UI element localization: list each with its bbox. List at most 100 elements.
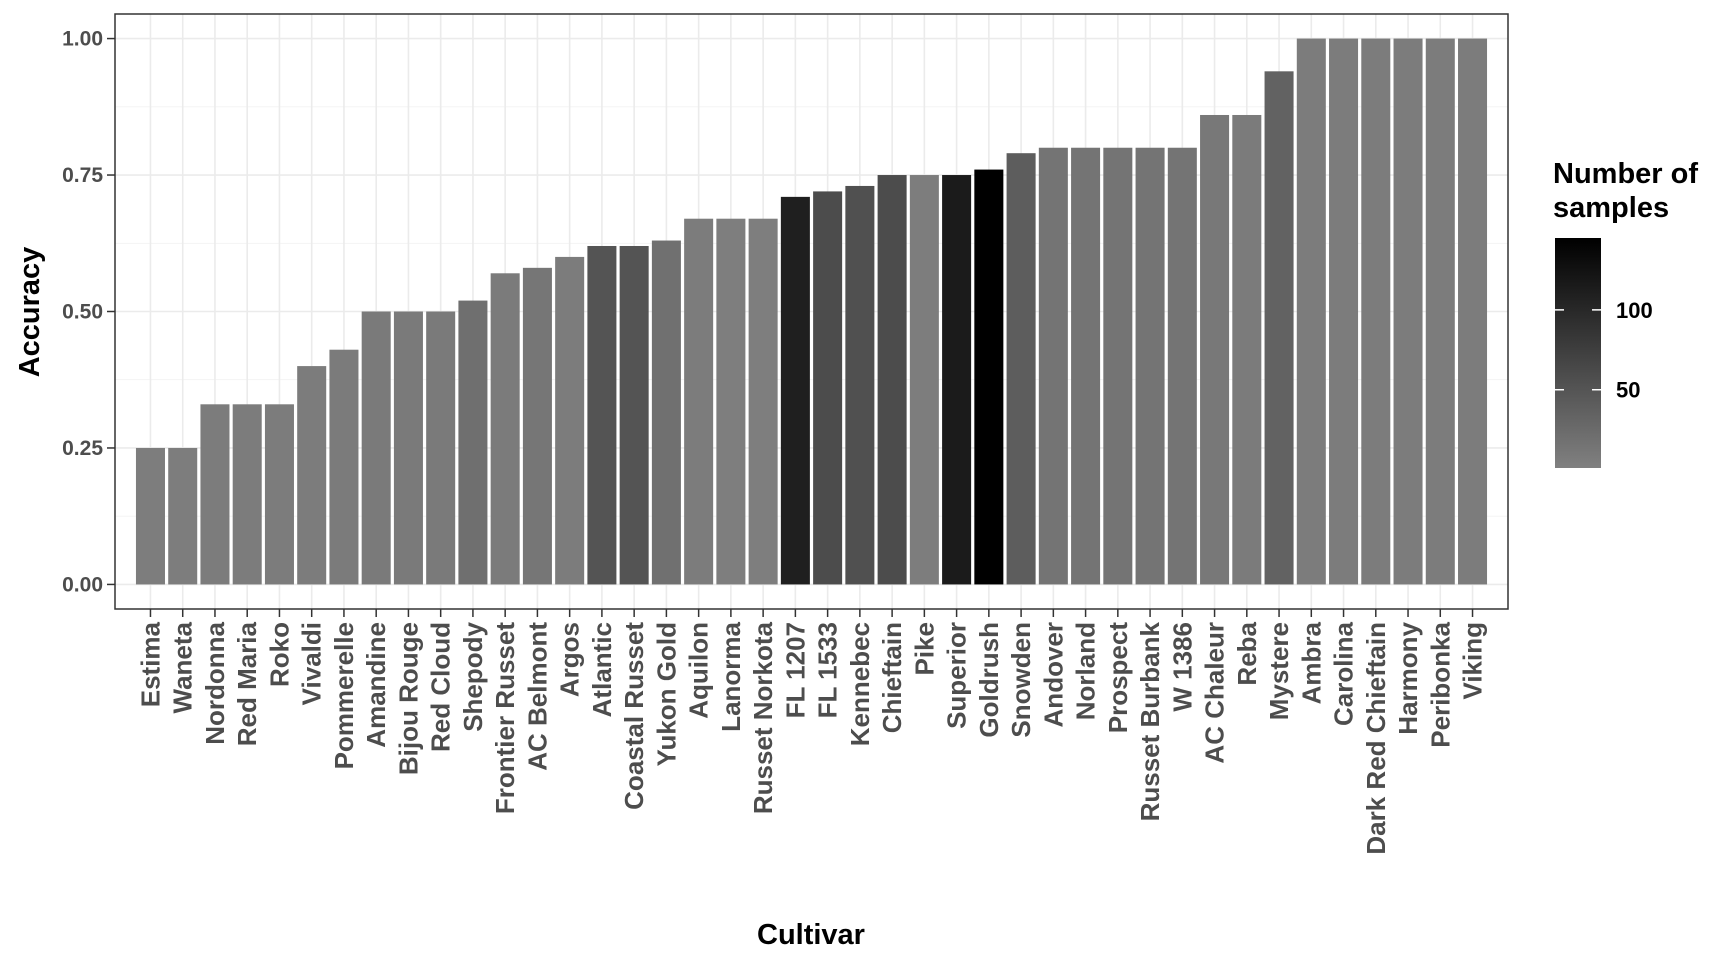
bar-coastal-russet <box>619 245 649 585</box>
x-tick-label: Aquilon <box>684 622 714 719</box>
legend-title-line-2: samples <box>1553 192 1669 224</box>
x-tick-label: Reba <box>1232 621 1262 685</box>
x-tick-label: FL 1207 <box>780 622 810 718</box>
bar-atlantic <box>587 245 617 585</box>
y-tick-label: 0.00 <box>62 573 103 596</box>
bar-amandine <box>361 311 391 585</box>
x-tick-label: Shepody <box>458 621 488 731</box>
bar-reba <box>1232 114 1262 585</box>
x-tick-label: AC Chaleur <box>1200 622 1230 764</box>
bar-russet-norkota <box>748 218 778 585</box>
x-tick-label: Argos <box>555 622 585 697</box>
bar-nordonna <box>200 404 230 585</box>
bar-yukon-gold <box>651 240 681 585</box>
x-tick-label: Yukon Gold <box>651 622 681 766</box>
legend-tick-label: 50 <box>1616 378 1640 403</box>
x-tick-label: Bijou Rouge <box>393 622 423 775</box>
bar-pike <box>909 175 939 585</box>
x-tick-label: Norland <box>1071 622 1101 720</box>
x-tick-label: Frontier Russet <box>490 622 520 814</box>
x-tick-label: AC Belmont <box>522 622 552 771</box>
bar-carolina <box>1329 38 1359 585</box>
x-tick-label: Red Cloud <box>426 622 456 752</box>
bar-red-maria <box>232 404 262 585</box>
bar-harmony <box>1393 38 1423 585</box>
x-tick-label: Lanorma <box>716 621 746 731</box>
y-axis: 0.00 0.25 0.50 0.75 1.00 <box>62 28 115 596</box>
x-tick-label: Coastal Russet <box>619 622 649 810</box>
x-tick-label: Andover <box>1038 622 1068 727</box>
y-tick-label: 0.50 <box>62 301 103 324</box>
bar-pommerelle <box>329 349 359 585</box>
x-tick-label: Nordonna <box>200 621 230 744</box>
x-tick-label: Chieftain <box>877 622 907 733</box>
bar-superior <box>942 175 972 585</box>
x-axis: Estima Waneta Nordonna Red Maria Roko Vivaldi… <box>135 609 1488 855</box>
x-tick-label: W 1386 <box>1167 622 1197 712</box>
bar-aquilon <box>684 218 714 585</box>
bar-chieftain <box>877 175 907 585</box>
bar-frontier-russet <box>490 273 520 585</box>
bar-fl-1533 <box>813 191 843 585</box>
x-tick-label: Red Maria <box>232 621 262 746</box>
x-axis-title: Cultivar <box>757 919 865 951</box>
x-tick-label: Amandine <box>361 622 391 748</box>
x-tick-label: Vivaldi <box>297 622 327 705</box>
x-tick-label: Kennebec <box>845 622 875 746</box>
x-tick-label: Peribonka <box>1425 621 1455 747</box>
x-tick-label: Russet Burbank <box>1135 621 1165 821</box>
x-tick-label: Snowden <box>1006 622 1036 738</box>
x-tick-label: Harmony <box>1393 621 1423 734</box>
y-tick-label: 1.00 <box>62 28 103 51</box>
bar-ac-chaleur <box>1200 114 1230 585</box>
bar-andover <box>1038 147 1068 585</box>
legend-tick-label: 100 <box>1616 298 1653 323</box>
bar-peribonka <box>1425 38 1455 585</box>
bar-snowden <box>1006 153 1036 585</box>
bar-ac-belmont <box>522 267 552 585</box>
y-tick-label: 0.25 <box>62 437 103 460</box>
bar-russet-burbank <box>1135 147 1165 585</box>
x-tick-label: Superior <box>942 622 972 729</box>
bar-norland <box>1071 147 1101 585</box>
legend: Number of samples 100 50 <box>1553 158 1698 468</box>
x-tick-label: Mystere <box>1264 622 1294 720</box>
bar-goldrush <box>974 169 1004 585</box>
bar-estima <box>135 447 165 585</box>
x-tick-label: Russet Norkota <box>748 621 778 814</box>
x-tick-label: FL 1533 <box>813 622 843 718</box>
bar-lanorma <box>716 218 746 585</box>
legend-colorbar <box>1555 238 1601 468</box>
y-tick-label: 0.75 <box>62 164 103 187</box>
bar-ambra <box>1296 38 1326 585</box>
bar-prospect <box>1103 147 1133 585</box>
bars <box>135 38 1488 585</box>
x-tick-label: Roko <box>264 622 294 687</box>
x-tick-label: Dark Red Chieftain <box>1361 622 1391 855</box>
x-tick-label: Waneta <box>168 621 198 713</box>
legend-title-line-1: Number of <box>1553 158 1698 190</box>
bar-waneta <box>168 447 198 585</box>
bar-red-cloud <box>426 311 456 585</box>
bar-mystere <box>1264 71 1294 585</box>
bar-fl-1207 <box>780 196 810 585</box>
x-tick-label: Estima <box>135 621 165 707</box>
x-tick-label: Pike <box>909 622 939 676</box>
bar-kennebec <box>845 185 875 585</box>
x-tick-label: Pommerelle <box>329 622 359 769</box>
bar-argos <box>555 256 585 585</box>
bar-roko <box>264 404 294 585</box>
bar-viking <box>1458 38 1488 585</box>
bar-w-1386 <box>1167 147 1197 585</box>
x-tick-label: Carolina <box>1329 621 1359 726</box>
x-tick-label: Ambra <box>1296 621 1326 704</box>
bar-vivaldi <box>297 366 327 585</box>
bar-bijou-rouge <box>393 311 423 585</box>
x-tick-label: Goldrush <box>974 622 1004 738</box>
bar-shepody <box>458 300 488 585</box>
y-axis-title: Accuracy <box>14 247 46 378</box>
x-tick-label: Viking <box>1458 622 1488 700</box>
x-tick-label: Prospect <box>1103 622 1133 734</box>
